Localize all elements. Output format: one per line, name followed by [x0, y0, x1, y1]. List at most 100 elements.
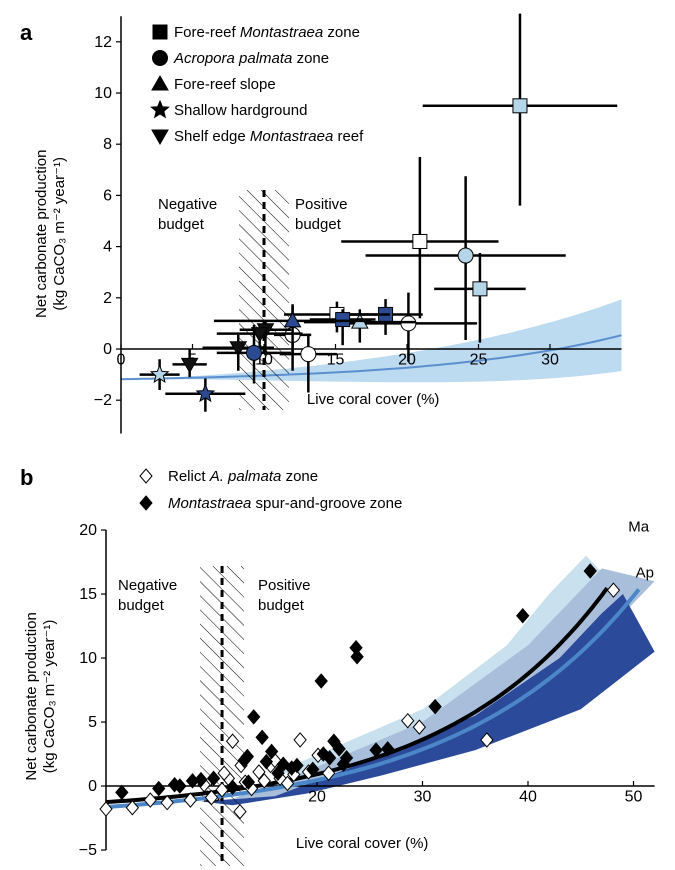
relict-a-palmata-point — [280, 775, 295, 792]
montastraea-point — [516, 607, 530, 624]
y-axis-label: Net carbonate production (kg CaCO₃ m⁻² ye… — [33, 150, 68, 318]
series-label-ma: Ma — [628, 518, 649, 535]
data-marker — [250, 327, 269, 343]
montastraea-point — [369, 742, 383, 758]
data-point — [139, 359, 180, 390]
y-tick-label: 2 — [103, 290, 112, 307]
legend-marker-diamond-filled — [139, 495, 153, 511]
montastraea-point — [240, 748, 255, 765]
legend-label: Fore-reef slope — [174, 76, 276, 93]
negative-budget-label: Negative — [118, 577, 177, 594]
data-point — [165, 378, 246, 412]
data-point — [422, 13, 618, 206]
montastraea-point — [428, 698, 442, 715]
negative-budget-label: Negative — [158, 196, 217, 213]
x-tick-label: 40 — [519, 788, 537, 805]
montastraea-point — [290, 757, 304, 774]
fit-line — [120, 334, 622, 381]
y-tick-label: 15 — [79, 586, 97, 603]
legend-text-italic: Acropora palmata — [173, 50, 292, 67]
panel-label: a — [20, 20, 33, 45]
legend-text: zone — [281, 468, 318, 485]
montastraea-point — [247, 709, 261, 725]
montastraea-point — [339, 750, 354, 766]
negative-budget-label: budget — [118, 597, 165, 614]
y-tick-label: 8 — [103, 136, 112, 153]
y-tick-label: 6 — [103, 187, 112, 204]
positive-budget-label: Positive — [295, 196, 348, 213]
montastraea-point — [152, 780, 166, 797]
montastraea-point — [241, 774, 256, 790]
legend-label: Fore-reef Montastraea zone — [174, 24, 360, 41]
y-tick-label: −2 — [94, 392, 112, 409]
y-tick-label: 10 — [79, 650, 97, 667]
y-tick-label: 0 — [88, 778, 97, 795]
data-point — [172, 349, 207, 378]
negative-budget-label: budget — [158, 216, 205, 233]
y-tick-label: −5 — [79, 842, 97, 859]
relict-a-palmata-point — [99, 801, 113, 817]
overlap-band — [232, 568, 655, 799]
montastraea-point — [206, 770, 221, 787]
legend-text: zone — [323, 24, 360, 41]
legend-marker-triangle-down — [151, 129, 169, 146]
montastraea-point — [306, 761, 320, 778]
data-marker — [245, 344, 262, 361]
relict-a-palmata-point — [204, 789, 219, 806]
legend-label: Shallow hardground — [174, 102, 307, 119]
montastraea-point — [381, 741, 395, 757]
positive-budget-label: budget — [258, 597, 305, 614]
x-tick-label: 25 — [470, 351, 488, 368]
montastraea-point — [264, 743, 279, 760]
x-tick-label: 20 — [308, 788, 326, 805]
y-axis-label: Net carbonate production (kg CaCO₃ m⁻² ye… — [23, 612, 58, 780]
montastraea-point — [271, 765, 285, 781]
y-tick-label: 5 — [88, 714, 97, 731]
y-tick-label: 0 — [103, 341, 112, 358]
positive-budget-label: Positive — [258, 577, 311, 594]
data-marker — [412, 233, 428, 249]
montastraea-point — [350, 648, 364, 665]
montastraea-point — [225, 779, 240, 796]
legend-marker-diamond-open — [139, 468, 153, 484]
montastraea-point — [323, 750, 337, 766]
positive-budget-label: budget — [295, 216, 342, 233]
data-marker — [300, 346, 317, 363]
data-point — [309, 309, 376, 346]
relict-a-palmata-point — [412, 719, 426, 735]
y-axis-label-line1: Net carbonate production — [33, 150, 50, 318]
relict-a-palmata-point — [225, 733, 240, 749]
data-marker — [457, 247, 474, 264]
relict-a-palmata-point — [606, 582, 621, 598]
montastraea-point — [255, 729, 269, 746]
data-point — [434, 253, 526, 343]
relict-a-palmata-point — [160, 794, 174, 811]
legend-marker-circle — [152, 50, 168, 66]
legend-text: zone — [292, 50, 329, 67]
relict-a-palmata-point — [233, 803, 247, 820]
relict-a-palmata-point — [125, 799, 140, 816]
data-marker — [335, 312, 351, 328]
montastraea-point — [332, 741, 346, 757]
legend-text: Fore-reef — [174, 24, 240, 41]
x-tick-label: 0 — [117, 351, 126, 368]
legend-label: Montastraea spur-and-groove zone — [168, 495, 402, 512]
montastraea-point — [115, 784, 129, 801]
legend-label: Relict A. palmata zone — [168, 468, 318, 485]
montastraea-point — [259, 753, 274, 770]
data-marker — [195, 383, 216, 403]
x-tick-label: 20 — [398, 351, 416, 368]
relict-a-palmata-point — [293, 732, 307, 748]
ap-confidence-band — [200, 594, 655, 806]
panel-label: b — [20, 465, 33, 490]
legend-text-italic: Montastraea — [240, 24, 323, 41]
data-point — [213, 305, 372, 355]
legend-text: Shelf edge — [174, 128, 250, 145]
data-marker — [400, 315, 417, 332]
series-label-ap: Ap — [636, 564, 654, 581]
legend-text: Fore-reef slope — [174, 76, 276, 93]
x-axis-label: Live coral cover (%) — [296, 835, 429, 852]
legend-text: Shallow hardground — [174, 102, 307, 119]
